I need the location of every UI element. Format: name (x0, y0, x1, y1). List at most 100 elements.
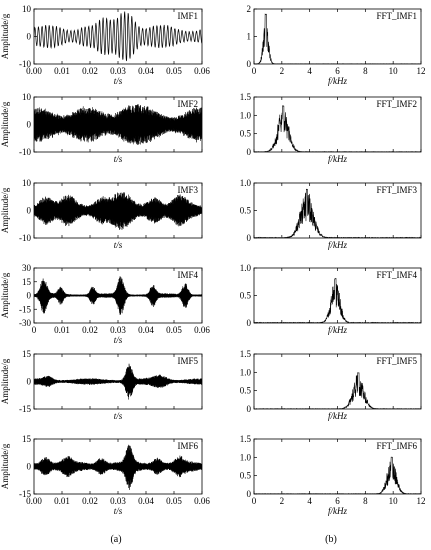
x-tick-label: 0.01 (54, 325, 70, 335)
x-tick-label: 4 (307, 66, 312, 76)
x-axis-label: t/s (114, 335, 123, 345)
x-tick-label: 0.05 (166, 325, 182, 335)
series-line-fft-imf5 (254, 371, 421, 409)
x-tick-label: 0.05 (166, 496, 182, 506)
y-tick-label: 15 (22, 349, 32, 359)
x-tick-label: 0 (252, 496, 257, 506)
y-tick-label: 15 (22, 434, 32, 444)
y-tick-label: 0.5 (240, 386, 252, 396)
x-tick-label: 0.03 (110, 66, 126, 76)
y-tick-label: 0 (27, 120, 32, 130)
y-tick-label: -15 (19, 304, 31, 314)
y-tick-label: 0 (247, 59, 252, 69)
x-tick-label: 12 (417, 496, 426, 506)
y-tick-label: 1.0 (240, 263, 252, 273)
panel-title: FFT_IMF3 (376, 185, 417, 195)
y-tick-label: 10 (22, 92, 32, 102)
y-tick-label: 0 (27, 377, 32, 387)
series-line-imf2 (34, 104, 202, 146)
x-tick-label: 0.01 (54, 66, 70, 76)
y-axis-label: Amplitude/g (0, 272, 10, 318)
x-tick-label: 2 (280, 66, 285, 76)
y-axis-label: Amplitude/g (0, 101, 10, 147)
y-tick-label: -10 (19, 147, 31, 157)
y-tick-label: 0.5 (240, 291, 252, 301)
y-axis-label: Amplitude/g (0, 358, 10, 404)
x-tick-label: 0.00 (26, 496, 42, 506)
panel-fft_imf5: FFT_IMF5 0 0.5 1.0 1.5 f/kHz (240, 349, 422, 421)
x-axis-label: f/kHz (328, 325, 347, 335)
y-tick-label: 1.0 (240, 367, 252, 377)
panel-title: FFT_IMF1 (376, 11, 417, 21)
y-tick-label: 10 (22, 178, 32, 188)
y-tick-label: 0 (27, 206, 32, 216)
series-line-fft-imf6 (254, 456, 421, 494)
y-tick-label: 0.5 (240, 206, 252, 216)
x-tick-label: 6 (335, 496, 340, 506)
x-tick-label: 0.03 (110, 325, 126, 335)
x-axis-label: t/s (114, 506, 123, 516)
y-tick-label: 1.0 (240, 110, 252, 120)
panel-imf5: IMF5 -15 0 15 t/s Amplitude/g (0, 349, 203, 421)
y-tick-label: 15 (22, 277, 32, 287)
panel-fft_imf6: FFT_IMF6 0 2 4 6 8 10 12 0 0.5 1.0 1.5 f/kHz (240, 434, 426, 516)
x-tick-label: 0.00 (26, 66, 42, 76)
x-tick-label: 0 (252, 66, 257, 76)
y-tick-label: 1 (247, 32, 252, 42)
series-line-imf5 (34, 363, 202, 400)
y-tick-label: 0 (27, 32, 32, 42)
y-tick-label: 1.0 (240, 178, 252, 188)
panel-imf1: IMF1 0.00 0.01 0.02 0.03 0.04 0.05 0.06 -10 0 10 t/… (0, 4, 210, 86)
panel-title: FFT_IMF4 (376, 270, 417, 280)
series-line-imf1 (34, 11, 202, 62)
x-tick-label: 0.06 (194, 325, 210, 335)
y-tick-label: -10 (19, 59, 31, 69)
x-tick-label: 0.06 (194, 66, 210, 76)
panel-fft_imf2: FFT_IMF2 0 0.5 1.0 1.5 f/kHz (240, 92, 422, 164)
panel-title: IMF5 (177, 356, 198, 366)
y-axis-label: Amplitude/g (0, 13, 10, 59)
y-axis-label: Amplitude/g (0, 443, 10, 489)
y-tick-label: 1.5 (240, 349, 252, 359)
panel-imf3: IMF3 -10 0 10 t/s Amplitude/g (0, 178, 203, 250)
x-tick-label: 10 (389, 496, 399, 506)
x-tick-label: 0.04 (138, 496, 154, 506)
x-tick-label: 2 (280, 496, 285, 506)
x-tick-label: 0.01 (54, 496, 70, 506)
series-line-imf4 (34, 276, 202, 315)
series-line-fft-imf2 (254, 105, 421, 152)
y-tick-label: 30 (22, 263, 32, 273)
x-tick-label: 0 (32, 325, 37, 335)
series-line-imf6 (34, 444, 202, 490)
x-tick-label: 0.04 (138, 66, 154, 76)
y-tick-label: 2 (247, 4, 252, 14)
x-tick-label: 0.04 (138, 325, 154, 335)
panel-title: IMF3 (177, 185, 198, 195)
x-axis-label: f/kHz (328, 411, 347, 421)
x-tick-label: 0.02 (82, 496, 98, 506)
y-axis-label: Amplitude/g (0, 187, 10, 233)
panel-title: IMF1 (177, 11, 198, 21)
y-tick-label: 10 (22, 4, 32, 14)
y-tick-label: 1.5 (240, 434, 252, 444)
panel-title: IMF6 (177, 441, 198, 451)
panel-imf2: IMF2 -10 0 10 t/s Amplitude/g (0, 92, 203, 164)
x-axis-label: t/s (114, 411, 123, 421)
series-line-imf3 (34, 192, 202, 231)
panel-imf4: IMF4 0 0.01 0.02 0.03 0.04 0.05 0.06 -30 -15 0 15 30… (0, 263, 210, 345)
panel-title: IMF4 (177, 270, 198, 280)
figure-label-b: (b) (325, 534, 337, 545)
series-line-fft-imf3 (254, 188, 421, 238)
y-tick-label: 0 (247, 233, 252, 243)
y-tick-label: -15 (19, 404, 31, 414)
x-tick-label: 10 (389, 66, 399, 76)
x-tick-label: 0.02 (82, 66, 98, 76)
x-axis-label: f/kHz (328, 506, 347, 516)
x-tick-label: 12 (417, 66, 426, 76)
y-tick-label: 1.0 (240, 452, 252, 462)
y-tick-label: -30 (19, 318, 31, 328)
panel-fft_imf4: FFT_IMF4 0 0.5 1.0 f/kHz (240, 263, 422, 335)
series-line-fft-imf1 (254, 13, 421, 64)
